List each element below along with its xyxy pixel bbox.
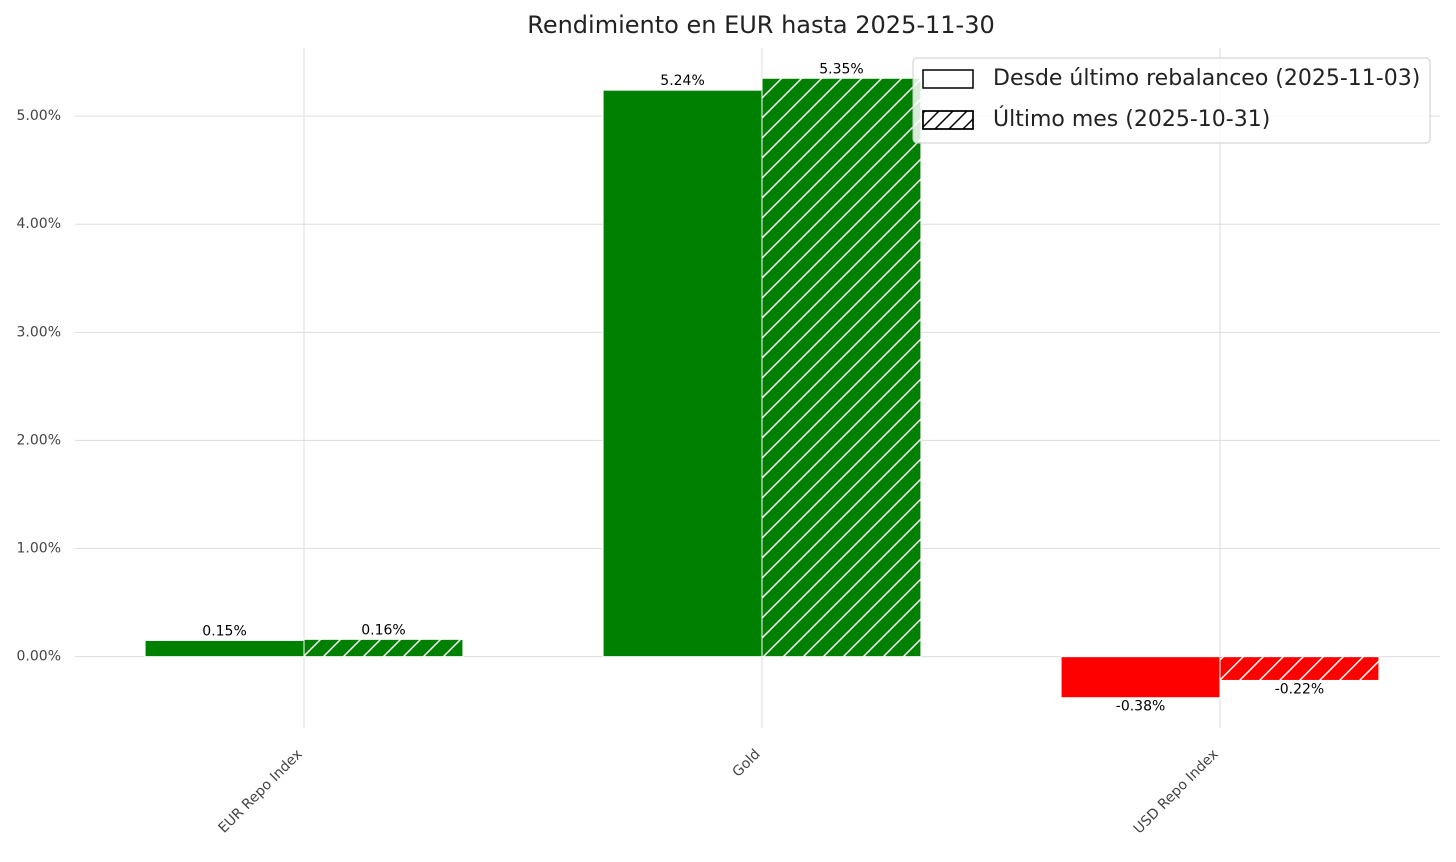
legend-label: Desde último rebalanceo (2025-11-03) — [993, 66, 1420, 91]
legend-box — [912, 57, 1431, 144]
legend-swatch-hatch — [922, 110, 974, 130]
value-label: 0.16% — [361, 622, 405, 638]
y-tick-label: 5.00% — [17, 108, 61, 124]
bar-hatch — [304, 639, 463, 657]
bar — [1060, 656, 1221, 699]
value-label: -0.22% — [1275, 681, 1325, 697]
x-tick-label: USD Repo Index — [1131, 746, 1222, 837]
value-label: -0.38% — [1116, 699, 1166, 715]
bar-hatch — [1220, 656, 1379, 681]
y-tick-label: 0.00% — [17, 649, 61, 665]
legend-swatch — [922, 69, 974, 89]
bar-hatch — [762, 78, 921, 657]
y-tick-label: 1.00% — [17, 541, 61, 557]
value-label: 5.35% — [819, 61, 863, 77]
x-tick-label: EUR Repo Index — [216, 746, 306, 836]
value-label: 5.24% — [660, 73, 704, 89]
x-tick-label: Gold — [730, 746, 764, 780]
bars — [144, 77, 1380, 699]
bar — [602, 89, 763, 658]
y-tick-label: 4.00% — [17, 216, 61, 232]
legend-label: Último mes (2025-10-31) — [993, 106, 1270, 132]
value-label: 0.15% — [202, 623, 246, 639]
chart-title: Rendimiento en EUR hasta 2025-11-30 — [527, 11, 995, 39]
y-tick-label: 2.00% — [17, 432, 61, 448]
bar — [144, 639, 305, 658]
y-tick-label: 3.00% — [17, 324, 61, 340]
